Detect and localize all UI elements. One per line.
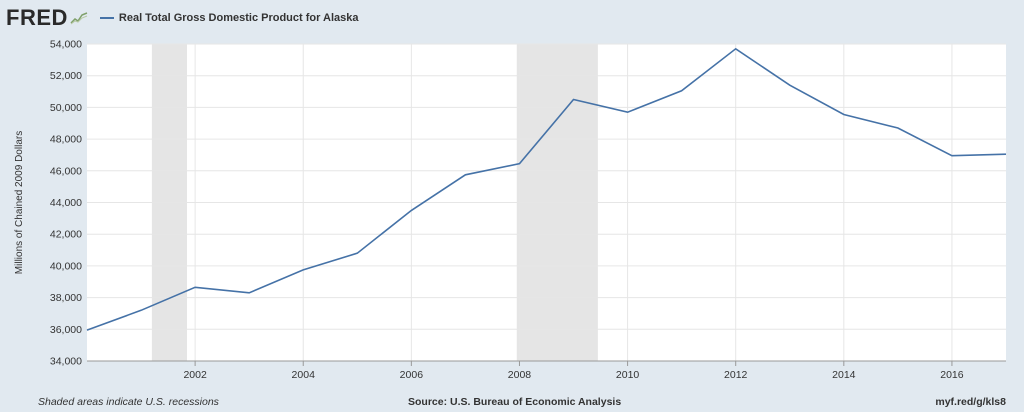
y-tick-label: 38,000 xyxy=(50,292,82,304)
header: FRED Real Total Gross Domestic Product f… xyxy=(6,4,359,32)
y-tick-label: 50,000 xyxy=(50,102,82,114)
x-tick-label: 2004 xyxy=(292,369,316,381)
y-tick-label: 44,000 xyxy=(50,197,82,209)
legend-label: Real Total Gross Domestic Product for Al… xyxy=(118,12,359,24)
x-axis-ticks: 2002 2004 2006 2008 2010 2012 2014 2016 xyxy=(87,360,1006,381)
y-axis-label: Millions of Chained 2009 Dollars xyxy=(14,131,25,274)
y-tick-label: 40,000 xyxy=(50,260,82,272)
source-note[interactable]: Source: U.S. Bureau of Economic Analysis xyxy=(408,396,622,408)
short-url-link[interactable]: myf.red/g/kls8 xyxy=(935,396,1006,408)
x-tick-label: 2016 xyxy=(940,369,964,381)
y-axis-ticks: 34,000 36,000 38,000 40,000 42,000 44,000 46,0… xyxy=(50,39,82,368)
x-tick-label: 2008 xyxy=(508,369,532,381)
y-tick-label: 34,000 xyxy=(50,356,82,368)
y-tick-label: 52,000 xyxy=(50,70,82,82)
x-tick-label: 2006 xyxy=(400,369,424,381)
grid-lines xyxy=(87,43,1006,362)
legend: Real Total Gross Domestic Product for Al… xyxy=(99,12,359,24)
x-tick-label: 2010 xyxy=(616,369,640,381)
y-tick-label: 46,000 xyxy=(50,165,82,177)
x-tick-label: 2012 xyxy=(724,369,748,381)
sparkline-icon xyxy=(69,11,88,25)
fred-logo[interactable]: FRED xyxy=(6,5,68,30)
x-tick-label: 2014 xyxy=(832,369,856,381)
legend-swatch xyxy=(99,17,114,19)
y-tick-label: 48,000 xyxy=(50,134,82,146)
x-tick-label: 2002 xyxy=(183,369,207,381)
series-line[interactable] xyxy=(86,47,1007,331)
y-tick-label: 42,000 xyxy=(50,229,82,241)
y-tick-label: 36,000 xyxy=(50,324,82,336)
y-tick-label: 54,000 xyxy=(50,39,82,51)
recession-note: Shaded areas indicate U.S. recessions xyxy=(38,396,219,408)
